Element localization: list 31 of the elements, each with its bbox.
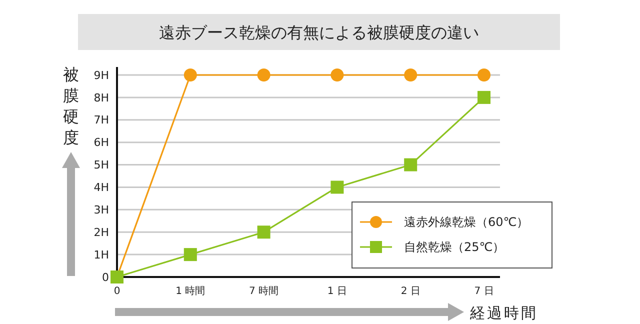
y-tick-label: 0 (102, 270, 109, 284)
point (330, 180, 344, 194)
point (257, 226, 270, 239)
point (184, 248, 197, 262)
point (330, 68, 344, 82)
x-tick-label: 2 日 (400, 286, 420, 297)
x-tick-label: 0 (114, 286, 120, 297)
y-tick-label: 7H (94, 114, 109, 127)
legend-label: 遠赤外線乾燥（60℃） (404, 215, 529, 230)
y-axis-title: 被膜硬度 (63, 65, 79, 147)
y-tick-label: 6H (94, 136, 109, 150)
point (184, 68, 197, 82)
x-tick-label: 1 時間 (176, 285, 206, 297)
chart-title: 遠赤ブース乾燥の有無による被膜硬度の違い (159, 23, 479, 42)
x-axis-title: 経過時間 (469, 304, 538, 322)
y-tick-label: 4H (94, 181, 109, 194)
y-tick-label: 9H (94, 68, 109, 82)
y-tick-label: 3H (94, 204, 109, 217)
point (478, 90, 490, 104)
legend-label: 自然乾燥（25℃） (404, 240, 505, 254)
y-tick-label: 8H (94, 91, 109, 104)
point (404, 158, 418, 172)
x-tick-label: 7 時間 (249, 285, 279, 297)
y-tick-label: 5H (94, 158, 109, 172)
x-tick-label: 1 日 (327, 286, 347, 297)
point (478, 68, 490, 82)
y-tick-label: 2H (94, 226, 109, 239)
y-tick-label: 1H (94, 248, 109, 262)
x-tick-label: 7 日 (474, 286, 494, 297)
point (257, 68, 270, 82)
point (404, 68, 418, 82)
